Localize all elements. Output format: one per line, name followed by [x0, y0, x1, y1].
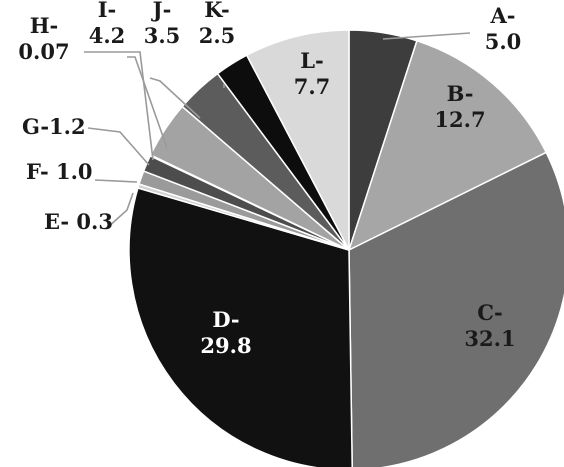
- slice-label-h: H-0.07: [18, 13, 69, 64]
- slice-label-k: K-2.5: [199, 0, 236, 48]
- leader-line-e: [106, 192, 134, 229]
- slice-label-g: G-1.2: [22, 114, 86, 139]
- slice-label-l: L-7.7: [294, 48, 331, 99]
- slice-label-a: A-5.0: [485, 3, 522, 54]
- pie-slice-d: [128, 187, 353, 467]
- slice-labels: A-5.0B-12.7 C-32.1 D-29.8 E- 0.3 F- 1.0 G-1.2…: [18, 0, 521, 358]
- slice-label-d: D-29.8: [200, 307, 251, 358]
- leader-lines: [84, 32, 471, 229]
- leader-line-g: [87, 127, 150, 166]
- slice-label-e: E- 0.3: [44, 209, 113, 234]
- leader-line-j: [149, 77, 201, 119]
- leader-line-h: [84, 51, 154, 161]
- pie-slice-b: [347, 39, 548, 252]
- pie-slice-l: [245, 29, 350, 251]
- slice-label-j: J-3.5: [144, 0, 181, 48]
- pie-slices: [128, 29, 564, 467]
- slice-label-i: I-4.2: [89, 0, 126, 48]
- leader-line-f: [94, 179, 138, 183]
- slice-label-c: C-32.1: [464, 300, 515, 351]
- leader-line-a: [382, 32, 471, 40]
- leader-line-i: [127, 56, 168, 149]
- pie-slice-c: [348, 151, 564, 467]
- slice-label-b: B-12.7: [434, 81, 485, 132]
- slice-label-f: F- 1.0: [26, 159, 93, 184]
